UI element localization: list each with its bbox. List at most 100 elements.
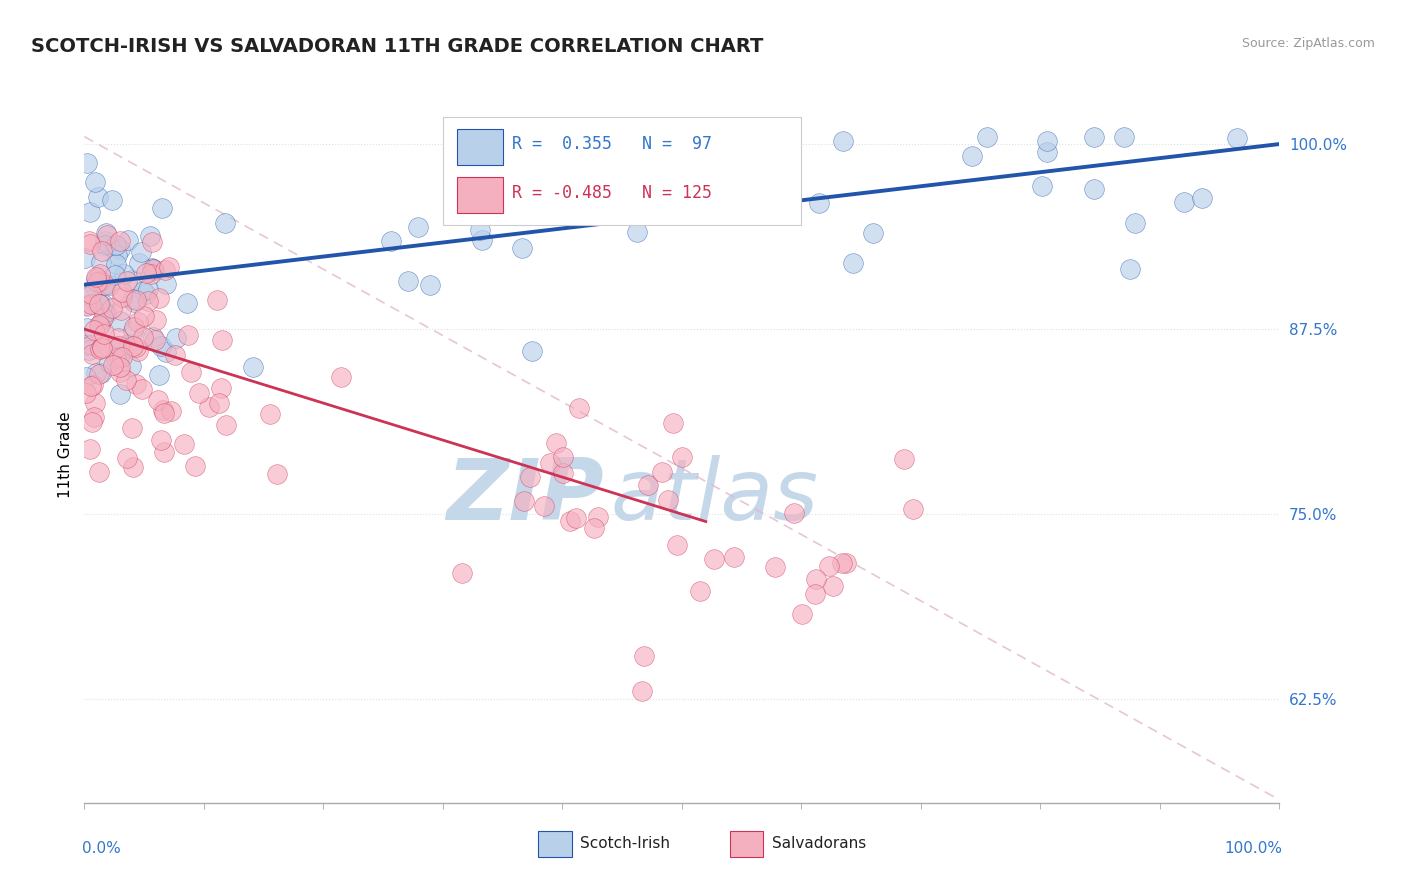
Point (94, 234, 117, 248)
Point (834, 557, 856, 571)
Text: Scotch-Irish: Scotch-Irish (581, 836, 671, 851)
Bar (457, 178, 503, 213)
Point (128, 256, 150, 270)
Point (135, 286, 157, 301)
Point (173, 437, 195, 451)
Point (75, 252, 97, 266)
Point (75, 386, 97, 401)
Point (451, 566, 474, 581)
Point (76, 321, 98, 335)
Bar (457, 128, 503, 165)
Point (1118, 261, 1140, 276)
Point (148, 368, 170, 383)
Point (380, 234, 402, 248)
Point (75, 370, 97, 384)
Point (209, 381, 232, 395)
Point (142, 261, 165, 276)
Point (266, 467, 288, 481)
Point (1083, 129, 1105, 144)
Point (96, 228, 118, 243)
Point (80, 338, 103, 352)
Point (468, 223, 491, 237)
Point (662, 416, 685, 430)
Point (89, 465, 111, 479)
Point (111, 285, 134, 300)
Point (631, 684, 654, 698)
Point (842, 256, 865, 270)
Point (104, 257, 127, 271)
Point (132, 309, 155, 323)
Point (111, 350, 134, 364)
Point (150, 339, 173, 353)
Point (520, 344, 543, 359)
Point (121, 273, 143, 287)
Point (205, 293, 228, 308)
Point (91, 340, 114, 354)
Point (101, 193, 124, 207)
Point (77, 343, 100, 357)
Point (148, 392, 170, 407)
Point (89, 296, 111, 310)
Point (91, 277, 114, 292)
Point (626, 225, 648, 239)
Point (127, 315, 149, 329)
Point (807, 196, 830, 211)
Point (651, 466, 673, 480)
Point (804, 587, 827, 601)
Text: R = -0.485   N = 125: R = -0.485 N = 125 (512, 184, 713, 202)
Point (141, 260, 163, 275)
Point (76, 155, 98, 169)
Point (831, 557, 853, 571)
Point (177, 327, 200, 342)
Point (671, 450, 693, 465)
Text: Salvadorans: Salvadorans (772, 836, 866, 851)
Point (117, 337, 139, 351)
Point (783, 506, 806, 520)
Point (155, 277, 177, 292)
Point (86, 270, 108, 285)
Point (91, 310, 114, 325)
Point (90, 255, 112, 269)
Text: 0.0%: 0.0% (82, 841, 121, 856)
Point (135, 266, 157, 280)
Point (89, 318, 111, 333)
Point (153, 263, 176, 277)
Text: R =  0.355   N =  97: R = 0.355 N = 97 (512, 135, 713, 153)
Point (666, 538, 689, 552)
Point (80, 297, 103, 311)
Point (804, 572, 827, 586)
Point (101, 301, 124, 315)
Point (89, 274, 111, 288)
Point (89, 267, 111, 281)
Point (89, 275, 111, 289)
Point (104, 268, 127, 282)
Point (107, 346, 129, 360)
Point (242, 359, 264, 374)
Point (1123, 216, 1146, 230)
Point (79, 442, 101, 457)
Point (329, 370, 352, 384)
Point (519, 470, 541, 484)
Point (108, 365, 131, 379)
Point (105, 248, 128, 262)
Point (108, 387, 131, 401)
Bar (730, 830, 763, 857)
Point (98, 277, 121, 292)
Text: ZIP: ZIP (447, 455, 605, 538)
Point (125, 293, 148, 308)
Point (564, 511, 586, 525)
Bar (538, 830, 572, 857)
Point (152, 406, 174, 420)
Point (155, 345, 177, 359)
Point (87, 296, 110, 310)
Point (79, 234, 101, 248)
Point (108, 338, 131, 352)
Point (790, 607, 813, 622)
Point (122, 295, 145, 310)
Point (105, 238, 128, 252)
Point (398, 274, 420, 288)
Point (79, 236, 101, 251)
Point (471, 233, 494, 247)
Point (122, 319, 145, 334)
Point (93, 276, 115, 290)
